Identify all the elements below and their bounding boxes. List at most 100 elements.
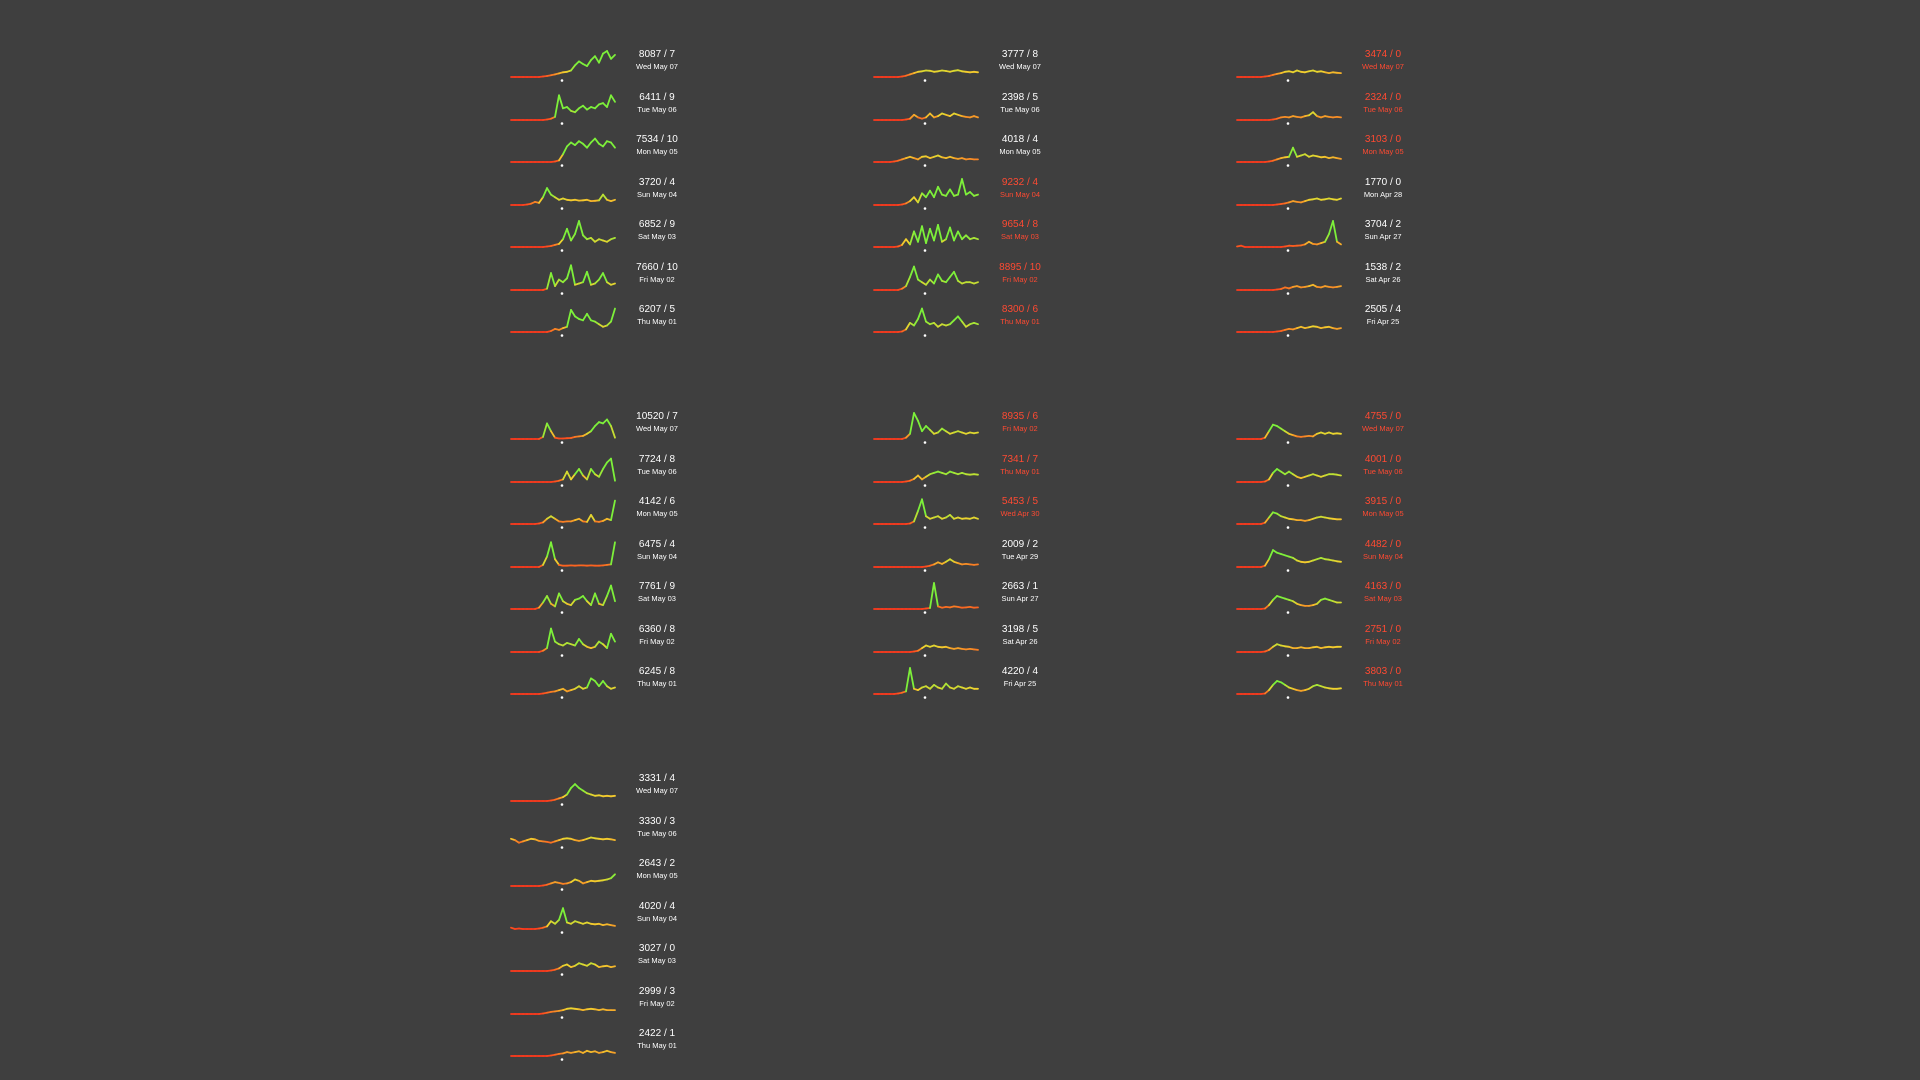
- sparkline-row: 7534 / 10 Mon May 05: [509, 129, 709, 172]
- sparkline-segment: [570, 783, 576, 789]
- row-label: 2751 / 0 Fri May 02: [1345, 624, 1421, 647]
- sparkline: [873, 265, 979, 295]
- sparkline-segment: [969, 190, 975, 197]
- sparkline-row: 3720 / 4 Sun May 04: [509, 172, 709, 215]
- sparkline-segment: [570, 598, 576, 607]
- sparkline-segment: [1268, 423, 1274, 433]
- sparkline-segment: [925, 278, 931, 286]
- sparkline: [1236, 146, 1342, 167]
- row-label: 4163 / 0 Sat May 03: [1345, 581, 1421, 604]
- sparkline: [510, 584, 616, 614]
- sparkline-segment: [921, 498, 927, 518]
- row-value: 8935 / 6: [1001, 411, 1039, 422]
- sparkline-segment: [574, 60, 580, 67]
- sparkline-segment: [590, 55, 596, 62]
- row-value: 6852 / 9: [638, 219, 676, 230]
- row-date: Thu May 01: [1363, 679, 1403, 688]
- sparkline-segment: [1328, 220, 1334, 235]
- sparkline-segment: [933, 272, 939, 284]
- row-label: 2422 / 1 Thu May 01: [619, 1028, 695, 1051]
- sparkline: [873, 112, 979, 125]
- sparkline-segment: [574, 637, 580, 646]
- row-date: Fri May 02: [639, 998, 675, 1008]
- sparkline-segment: [1272, 595, 1278, 601]
- row-label: 2643 / 2 Mon May 05: [619, 858, 695, 881]
- sparkline-segment: [913, 265, 919, 281]
- row-date: Wed Apr 30: [1000, 509, 1040, 518]
- row-label: 9654 / 8 Sat May 03: [982, 219, 1058, 242]
- sparkline-segment: [546, 595, 552, 605]
- sparkline-segment: [594, 680, 600, 688]
- row-date: Tue May 06: [637, 104, 677, 114]
- today-marker: [560, 803, 564, 806]
- sparkline-row: 3777 / 8 Wed May 07: [872, 44, 1072, 87]
- sparkline: [873, 177, 979, 210]
- row-label: 7724 / 8 Tue May 06: [619, 454, 695, 477]
- sparkline-segment: [1268, 548, 1274, 560]
- sparkline-segment: [913, 230, 919, 243]
- sparkline-row: 4163 / 0 Sat May 03: [1235, 576, 1435, 619]
- row-date: Fri May 02: [639, 636, 675, 646]
- sparkline-segment: [929, 582, 935, 609]
- sparkline-segment: [610, 540, 616, 565]
- sparkline-segment: [586, 270, 592, 286]
- sparkline-row: 2505 / 4 Fri Apr 25: [1235, 299, 1435, 342]
- sparkline-segment: [542, 595, 548, 604]
- sparkline-segment: [610, 307, 616, 323]
- sparkline-panel: 8935 / 6 Fri May 02 7341 / 7 Thu May 01 5453…: [872, 406, 1072, 704]
- sparkline: [1236, 110, 1342, 125]
- today-marker: [1286, 206, 1290, 210]
- row-label: 3704 / 2 Sun Apr 27: [1345, 219, 1421, 242]
- sparkline-segment: [546, 271, 552, 290]
- sparkline-segment: [562, 276, 568, 283]
- sparkline-segment: [945, 226, 951, 241]
- sparkline-segment: [574, 140, 580, 147]
- sparkline-segment: [610, 499, 616, 522]
- row-value: 3803 / 0: [1364, 666, 1402, 677]
- sparkline-row: 3915 / 0 Mon May 05: [1235, 491, 1435, 534]
- sparkline-segment: [937, 427, 943, 434]
- sparkline-segment: [558, 592, 564, 603]
- sparkline-segment: [574, 220, 580, 235]
- row-value: 4018 / 4: [1001, 134, 1039, 145]
- sparkline-segment: [965, 234, 971, 241]
- sparkline-segment: [558, 153, 564, 162]
- sparkline-row: 6411 / 9 Tue May 06: [509, 87, 709, 130]
- sparkline-segment: [973, 236, 979, 241]
- row-value: 2398 / 5: [1001, 91, 1039, 103]
- sparkline-segment: [598, 467, 604, 478]
- today-marker: [560, 121, 564, 125]
- row-label: 6245 / 8 Thu May 01: [619, 666, 695, 689]
- sparkline-segment: [953, 230, 959, 242]
- sparkline-segment: [606, 50, 612, 60]
- sparkline-segment: [594, 278, 600, 284]
- sparkline-segment: [550, 540, 556, 560]
- sparkline-row: 1770 / 0 Mon Apr 28: [1235, 172, 1435, 215]
- sparkline-segment: [566, 105, 572, 112]
- sparkline-row: 9232 / 4 Sun May 04: [872, 172, 1072, 215]
- row-value: 4163 / 0: [1364, 581, 1402, 592]
- today-marker: [560, 611, 564, 614]
- sparkline-segment: [1336, 327, 1342, 330]
- sparkline-segment: [961, 234, 967, 241]
- sparkline: [873, 470, 979, 487]
- sparkline: [510, 50, 616, 82]
- row-value: 4001 / 0: [1364, 453, 1402, 465]
- row-date: Mon May 05: [999, 147, 1041, 156]
- sparkline-row: 2009 / 2 Tue Apr 29: [872, 534, 1072, 577]
- row-value: 2999 / 3: [638, 985, 676, 997]
- today-marker: [1286, 696, 1290, 699]
- row-label: 6852 / 9 Sat May 03: [619, 219, 695, 242]
- sparkline-segment: [594, 137, 600, 145]
- row-value: 7724 / 8: [638, 453, 676, 465]
- sparkline-segment: [909, 412, 915, 435]
- row-label: 2398 / 5 Tue May 06: [982, 92, 1058, 115]
- row-value: 3720 / 4: [638, 176, 676, 188]
- sparkline-segment: [905, 321, 911, 331]
- row-value: 2324 / 0: [1364, 91, 1402, 103]
- sparkline-segment: [1336, 115, 1342, 118]
- row-label: 3777 / 8 Wed May 07: [982, 49, 1058, 72]
- today-marker: [560, 696, 564, 699]
- sparkline-segment: [594, 421, 600, 427]
